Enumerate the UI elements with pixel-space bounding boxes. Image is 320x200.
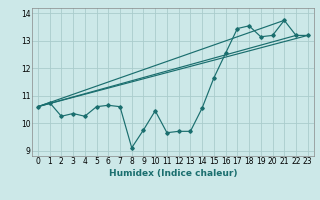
X-axis label: Humidex (Indice chaleur): Humidex (Indice chaleur) — [108, 169, 237, 178]
